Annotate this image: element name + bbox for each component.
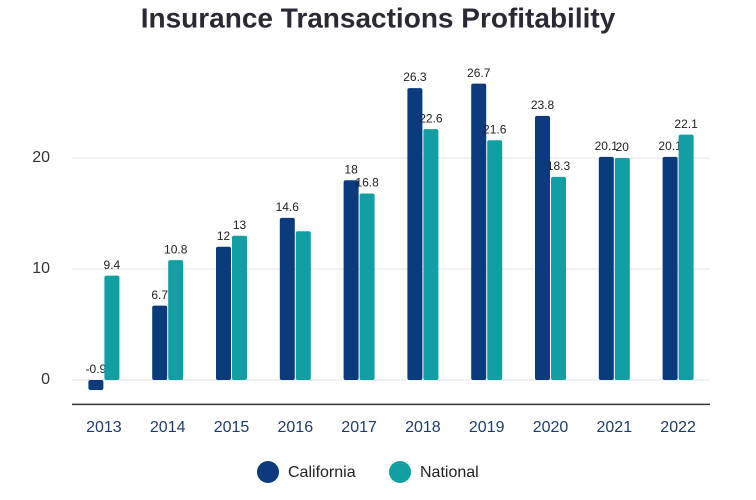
- bar: [295, 231, 311, 380]
- x-tick-label: 2017: [341, 419, 377, 436]
- value-label: 6.7: [151, 288, 168, 302]
- bar: [598, 156, 614, 380]
- legend-marker: [389, 461, 411, 483]
- bar: [487, 140, 503, 380]
- bar: [407, 88, 423, 380]
- x-tick-label: 2013: [86, 419, 122, 436]
- value-label: 20.1: [658, 139, 682, 153]
- bar: [152, 305, 168, 380]
- bar: [279, 217, 295, 380]
- legend-marker: [257, 461, 279, 483]
- value-label: 9.4: [104, 258, 121, 272]
- value-label: -0.9: [86, 362, 107, 376]
- y-tick-label: 10: [32, 260, 50, 277]
- bar: [88, 379, 104, 390]
- y-tick-label: 20: [32, 149, 50, 166]
- bar: [678, 134, 694, 380]
- value-label: 13: [233, 218, 247, 232]
- value-label: 14.6: [276, 200, 300, 214]
- x-tick-label: 2014: [150, 419, 186, 436]
- value-label: 22.1: [674, 117, 698, 131]
- value-label: 20.1: [595, 139, 619, 153]
- x-tick-label: 2019: [469, 419, 505, 436]
- chart-title: Insurance Transactions Profitability: [141, 2, 616, 33]
- bar: [614, 157, 630, 380]
- value-label: 22.6: [419, 111, 443, 125]
- bar: [551, 176, 566, 380]
- bar: [168, 260, 184, 380]
- value-label: 18: [344, 162, 358, 176]
- bar: [535, 115, 550, 380]
- x-tick-label: 2016: [278, 419, 314, 436]
- y-tick-label: 0: [41, 371, 50, 388]
- x-tick-label: 2021: [597, 419, 633, 436]
- value-label: 18.3: [547, 159, 571, 173]
- legend-label: California: [288, 464, 356, 481]
- value-label: 16.8: [355, 176, 379, 190]
- value-label: 23.8: [531, 98, 555, 112]
- value-label: 26.3: [403, 70, 427, 84]
- bar: [104, 275, 120, 380]
- x-tick-label: 2020: [533, 419, 569, 436]
- bar: [343, 180, 359, 380]
- bar: [471, 83, 487, 380]
- value-label: 20: [616, 140, 630, 154]
- bar: [423, 129, 439, 380]
- legend-label: National: [420, 464, 479, 481]
- value-label: 12: [217, 229, 231, 243]
- value-label: 26.7: [467, 66, 491, 80]
- bar: [216, 246, 231, 380]
- bar: [662, 156, 678, 380]
- x-tick-label: 2015: [214, 419, 250, 436]
- value-label: 21.6: [483, 122, 507, 136]
- bar: [359, 193, 375, 380]
- x-tick-label: 2022: [660, 419, 696, 436]
- bar: [232, 235, 247, 380]
- value-label: 10.8: [164, 242, 188, 256]
- x-tick-label: 2018: [405, 419, 441, 436]
